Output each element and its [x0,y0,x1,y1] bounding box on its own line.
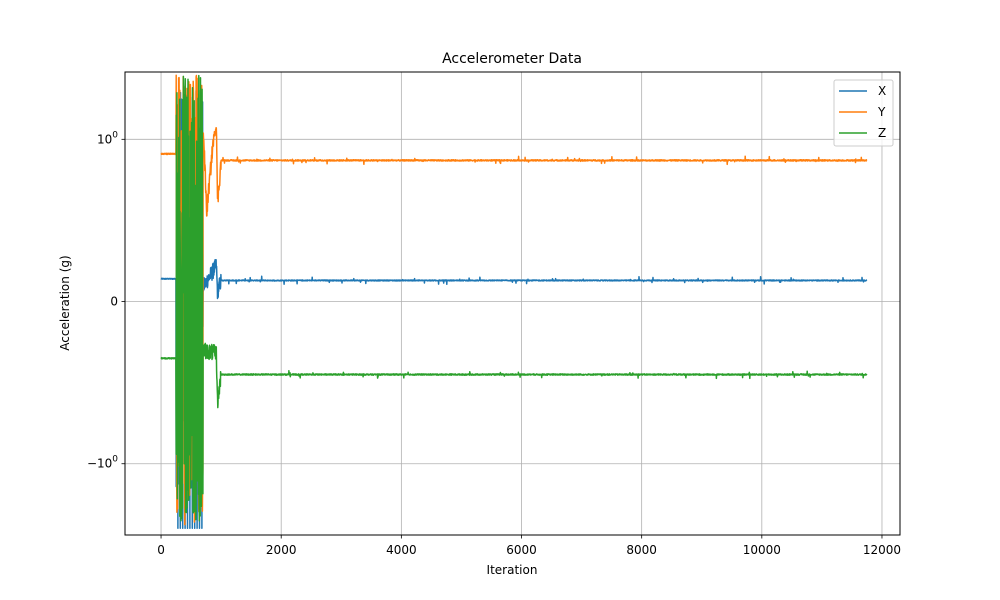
x-tick-label: 6000 [506,543,537,557]
x-tick-label: 0 [157,543,165,557]
legend-box [833,79,894,147]
x-tick-label: 2000 [266,543,297,557]
legend-label-y: Y [877,105,886,119]
series-line-y [160,74,868,526]
legend-label-x: X [878,84,886,98]
plot-frame [124,71,901,536]
chart-title: Accelerometer Data [442,51,582,67]
series-lines [160,74,868,530]
y-tick-label: 100 [97,130,118,146]
x-tick-label: 12000 [863,543,901,557]
y-axis-ticks: −100 0 100 [87,130,125,471]
x-tick-label: 10000 [743,543,781,557]
x-tick-label: 8000 [626,543,657,557]
x-axis-ticks: 0 2000 4000 6000 8000 10000 12000 [157,535,901,557]
series-line-x [160,86,868,530]
grid [125,72,900,535]
y-tick-label: 0 [110,295,118,309]
x-tick-label: 4000 [386,543,417,557]
legend: XYZ [833,79,894,147]
series-line-z [160,74,868,522]
y-axis-label: Acceleration (g) [58,255,72,350]
x-axis-label: Iteration [487,563,538,577]
legend-label-z: Z [878,126,886,140]
y-tick-label: −100 [87,455,118,471]
